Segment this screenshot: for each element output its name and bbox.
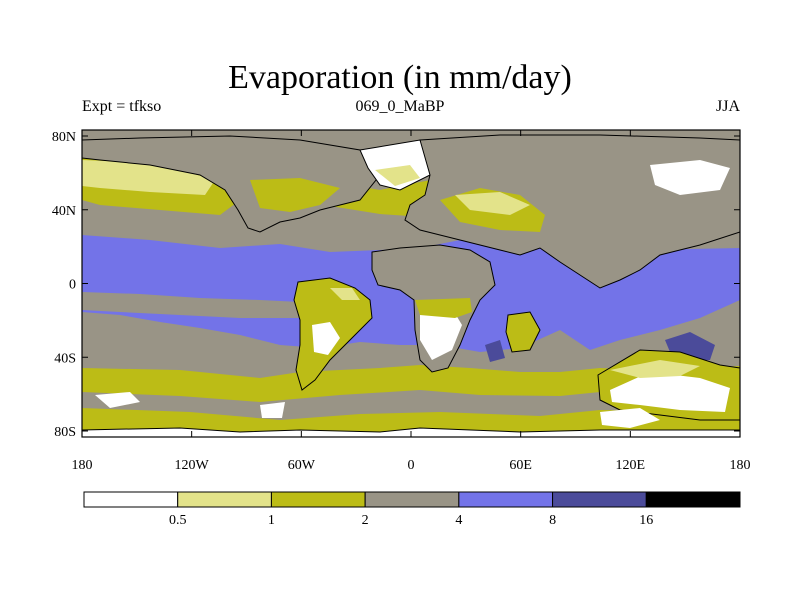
experiment-label: Expt = tfkso xyxy=(82,98,162,115)
land-madagascar xyxy=(505,311,541,353)
land-north-america-olive xyxy=(250,178,340,212)
land-australia-white xyxy=(610,372,730,412)
lon-tick-label: 0 xyxy=(408,458,415,473)
land-australia-pale xyxy=(610,360,700,378)
land-africa-olive xyxy=(415,298,472,318)
land-eurasia-pale xyxy=(455,192,530,215)
lat-tick-label: 40N xyxy=(52,204,76,219)
colorbar-box xyxy=(458,491,554,508)
lat-tick-label: 80N xyxy=(52,130,76,145)
colorbar-box xyxy=(364,491,460,508)
colorbar-box xyxy=(645,491,741,508)
lat-tick-label: 40S xyxy=(54,351,76,366)
land-africa-white xyxy=(420,305,462,360)
lon-tick-label: 180 xyxy=(730,458,751,473)
land-greenland-olive xyxy=(375,165,420,186)
colorbar-box xyxy=(177,491,272,508)
colorbar-label: 0.5 xyxy=(169,513,187,528)
lon-tick-label: 120E xyxy=(616,458,646,473)
lon-tick-label: 120W xyxy=(175,458,210,473)
field-pale-north-pacific xyxy=(82,160,215,195)
season-label: JJA xyxy=(715,98,740,115)
colorbar-box xyxy=(270,491,366,508)
colorbar-label: 4 xyxy=(455,513,462,528)
axes: 80N 40N 0 40S 80S 180 120W 60W 0 60E 120E 180 xyxy=(52,130,751,473)
colorbar-label: 16 xyxy=(639,513,653,528)
lon-tick-label: 180 xyxy=(72,458,93,473)
lon-tick-label: 60W xyxy=(288,458,316,473)
lat-tick-label: 0 xyxy=(69,278,76,293)
land-south-america-pale xyxy=(330,288,360,300)
land-asia-white xyxy=(650,160,730,195)
colorbar-label: 2 xyxy=(362,513,369,528)
field-olive-south-outer xyxy=(82,408,740,437)
colorbar-box xyxy=(83,491,179,508)
field-gray-se-pacific xyxy=(82,292,300,318)
lat-tick-label: 80S xyxy=(54,425,76,440)
colorbar-label: 1 xyxy=(268,513,275,528)
field-navy-madagascar xyxy=(485,340,505,362)
colorbar-label: 8 xyxy=(549,513,556,528)
map-field xyxy=(82,130,740,437)
map-title: Evaporation (in mm/day) xyxy=(228,59,572,96)
land-antarctic-patches xyxy=(95,392,660,428)
land-south-america-white xyxy=(312,322,340,355)
lon-tick-label: 60E xyxy=(509,458,532,473)
colorbar: 0.5 1 2 4 8 16 xyxy=(83,491,741,528)
time-label: 069_0_MaBP xyxy=(355,98,445,115)
colorbar-box xyxy=(552,491,647,508)
